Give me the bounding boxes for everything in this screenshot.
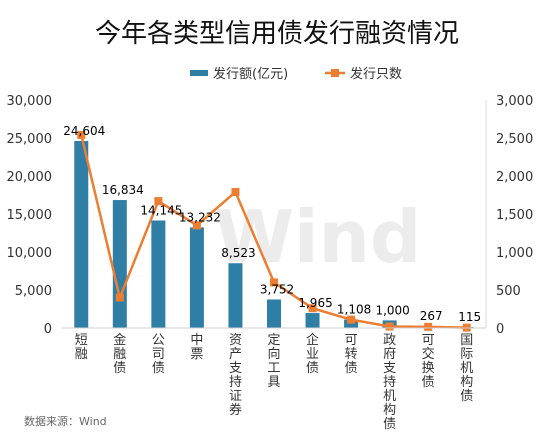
category-label: 企业债 — [306, 332, 319, 376]
legend-label-bar: 发行额(亿元) — [213, 66, 288, 82]
line-point — [77, 130, 86, 139]
right-axis-tick-label: 0 — [496, 322, 504, 337]
category-label: 可交换债 — [422, 333, 435, 390]
bar — [228, 263, 243, 328]
bar-value-label: 3,752 — [260, 282, 294, 296]
category-label: 金融债 — [113, 332, 126, 376]
category-label: 政府支持机构债 — [383, 333, 396, 432]
line-point — [192, 221, 201, 230]
category-label: 公司债 — [152, 333, 165, 376]
bar-value-label: 267 — [420, 309, 443, 323]
bar-value-label: 1,000 — [375, 303, 409, 317]
right-axis-tick-label: 3,000 — [496, 94, 533, 109]
left-axis-tick-label: 30,000 — [7, 94, 53, 109]
left-axis-tick-label: 20,000 — [7, 170, 53, 185]
bar — [305, 313, 320, 328]
right-axis-tick-label: 2,000 — [496, 170, 533, 185]
line-point — [154, 197, 163, 206]
bar — [74, 141, 89, 328]
line-point — [270, 278, 278, 287]
right-axis-tick-label: 1,000 — [496, 246, 533, 261]
category-label: 定向工具 — [267, 333, 280, 390]
bar-value-label: 14,145 — [140, 203, 182, 217]
legend-marker-line — [331, 69, 339, 77]
bar-value-label: 16,834 — [102, 183, 144, 197]
category-label: 短融 — [75, 333, 88, 362]
x-axis: 短融 金融债 公司债 中票 资产支持证券 定向工具 企业债 可转债 政府支持机构债 可交换债 国际机… — [62, 327, 486, 432]
line-point — [231, 187, 240, 196]
left-y-axis: 0 5,000 10,000 15,000 20,000 25,000 30,000 — [7, 94, 53, 337]
left-axis-tick-label: 0 — [44, 322, 52, 337]
bar-value-label: 8,523 — [221, 246, 255, 260]
category-label: 中票 — [190, 333, 203, 362]
line-point — [347, 315, 356, 324]
line-point — [115, 293, 124, 302]
left-axis-tick-label: 5,000 — [15, 284, 52, 299]
chart-title: 今年各类型信用债发行融资情况 — [95, 19, 459, 49]
line-point — [424, 322, 433, 331]
legend-label-line: 发行只数 — [350, 66, 402, 82]
bar-value-label: 115 — [458, 310, 481, 324]
category-label: 资产支持证券 — [229, 333, 242, 418]
source-note: 数据来源：Wind — [24, 414, 107, 428]
bar-value-label: 1,965 — [298, 296, 332, 310]
bar — [151, 220, 166, 328]
bar — [112, 200, 127, 328]
watermark: Wind — [215, 195, 422, 279]
bar — [344, 319, 359, 328]
right-axis-tick-label: 500 — [496, 284, 521, 299]
left-axis-tick-label: 15,000 — [7, 208, 53, 223]
legend-swatch-bar — [190, 70, 208, 76]
left-axis-tick-label: 25,000 — [7, 132, 53, 147]
bar-value-label: 13,232 — [179, 210, 221, 224]
line-point — [385, 322, 394, 331]
left-axis-tick-label: 10,000 — [7, 246, 53, 261]
category-label: 可转债 — [345, 333, 358, 376]
bar-value-label: 24,604 — [63, 124, 105, 138]
line-point — [308, 304, 317, 313]
bar-value-label: 1,108 — [337, 303, 371, 317]
bar — [189, 227, 204, 328]
right-axis-tick-label: 1,500 — [496, 208, 533, 223]
legend: 发行额(亿元) 发行只数 — [190, 66, 402, 82]
category-label: 国际机构债 — [460, 333, 473, 404]
right-axis-tick-label: 2,500 — [496, 132, 533, 147]
watermark-text: Wind — [215, 195, 422, 279]
right-y-axis: 0 500 1,000 1,500 2,000 2,500 3,000 — [485, 94, 533, 337]
bar — [267, 299, 281, 328]
